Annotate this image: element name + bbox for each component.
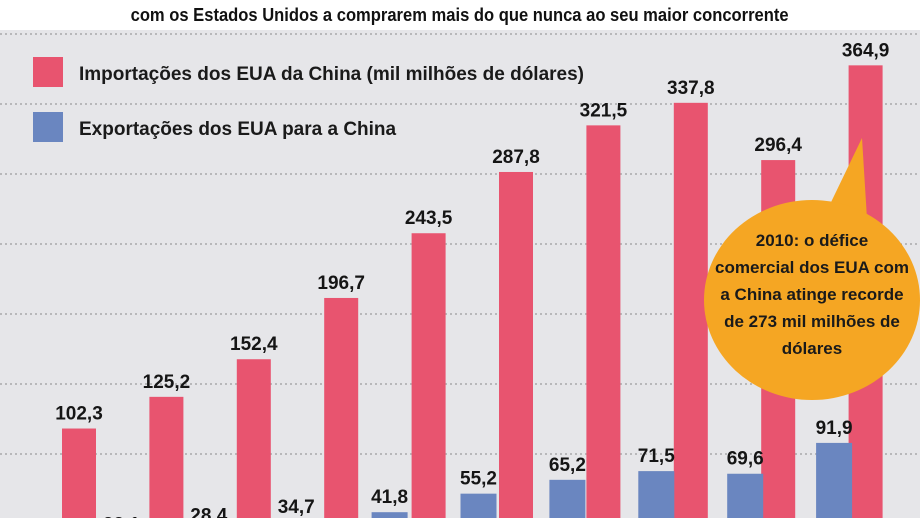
export-value-label: 28,4 (190, 506, 227, 518)
import-value-label: 243,5 (405, 208, 453, 229)
import-value-label: 296,4 (754, 135, 802, 156)
annotation-text-line: a China atinge recorde (720, 285, 903, 304)
export-value-label: 55,2 (460, 469, 497, 490)
import-bar (236, 359, 271, 518)
chart-title: com os Estados Unidos a comprarem mais d… (130, 5, 789, 25)
annotation-bubble: 2010: o défice comercial dos EUA com a Chi… (704, 138, 920, 400)
export-value-label: 91,9 (816, 418, 853, 439)
export-bar (638, 471, 675, 518)
export-bar (727, 473, 764, 518)
annotation-text-line: de 273 mil milhões de (724, 312, 900, 331)
import-value-label: 287,8 (492, 147, 540, 168)
legend-label-imports: Importações dos EUA da China (mil milhõe… (79, 64, 584, 85)
chart-title-bar: com os Estados Unidos a comprarem mais d… (0, 0, 920, 30)
import-value-label: 102,3 (55, 404, 103, 425)
export-value-label: 69,6 (727, 449, 764, 470)
annotation-text-line: 2010: o défice (756, 231, 868, 250)
import-bar (62, 428, 96, 518)
legend-swatch-exports (33, 112, 63, 142)
import-bar (586, 125, 621, 518)
import-bar (324, 297, 359, 518)
annotation-circle (704, 200, 920, 400)
import-value-label: 125,2 (143, 372, 191, 393)
import-value-label: 152,4 (230, 334, 278, 355)
plot-area: 102,319,2125,222,1152,428,4196,734,7243,… (0, 30, 920, 518)
export-value-label: 41,8 (371, 487, 408, 508)
import-value-label: 196,7 (317, 273, 365, 294)
export-value-label: 65,2 (549, 455, 586, 476)
legend: Importações dos EUA da China (mil milhõe… (33, 57, 584, 142)
export-bar (816, 442, 853, 518)
import-bar (149, 396, 184, 518)
export-value-label: 71,5 (638, 446, 675, 467)
export-bar (371, 512, 408, 518)
import-value-label: 364,9 (842, 40, 890, 61)
legend-label-exports: Exportações dos EUA para a China (79, 119, 397, 140)
import-bar (499, 171, 533, 518)
bar-chart-svg: 102,319,2125,222,1152,428,4196,734,7243,… (0, 33, 920, 518)
import-value-label: 337,8 (667, 78, 715, 99)
import-value-label: 321,5 (580, 100, 628, 121)
annotation-text-line: comercial dos EUA com (715, 258, 909, 277)
export-bar (460, 493, 497, 518)
import-bar (411, 233, 446, 518)
export-value-label: 22,1 (103, 514, 140, 518)
export-value-label: 34,7 (278, 497, 315, 518)
export-bar (549, 479, 586, 518)
legend-swatch-imports (33, 57, 63, 87)
annotation-text-line: dólares (782, 339, 842, 358)
import-bar (673, 102, 708, 518)
